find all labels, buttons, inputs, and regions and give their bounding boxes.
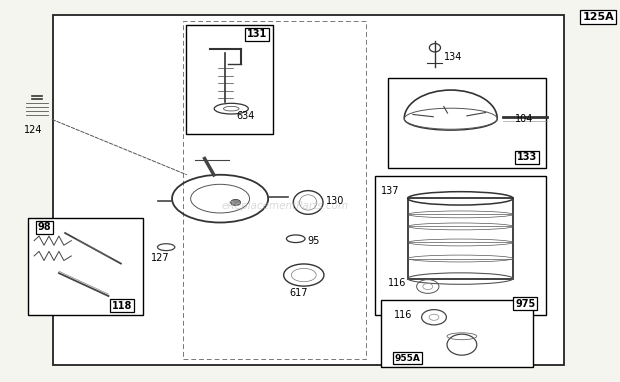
Bar bbox=[28, 218, 143, 315]
Text: 634: 634 bbox=[236, 111, 255, 121]
Text: 137: 137 bbox=[381, 186, 400, 196]
Text: 617: 617 bbox=[290, 288, 308, 298]
Text: 118: 118 bbox=[112, 301, 132, 311]
Bar bbox=[186, 25, 273, 134]
Text: 95: 95 bbox=[307, 236, 319, 246]
Bar bbox=[388, 78, 546, 168]
Bar bbox=[375, 176, 546, 315]
Text: 125A: 125A bbox=[582, 12, 614, 22]
Text: 131: 131 bbox=[247, 29, 267, 39]
Bar bbox=[53, 15, 564, 365]
Text: 955A: 955A bbox=[394, 354, 420, 363]
Text: 975: 975 bbox=[515, 299, 535, 309]
Text: 116: 116 bbox=[388, 278, 406, 288]
Text: 133: 133 bbox=[517, 152, 537, 162]
Text: eReplacementParts.com: eReplacementParts.com bbox=[221, 201, 349, 211]
Text: 124: 124 bbox=[24, 125, 42, 135]
Text: 104: 104 bbox=[515, 114, 533, 124]
Text: 98: 98 bbox=[38, 222, 51, 232]
Text: 127: 127 bbox=[151, 253, 169, 263]
Text: 134: 134 bbox=[444, 52, 463, 62]
Bar bbox=[183, 21, 366, 359]
Text: 116: 116 bbox=[394, 309, 412, 320]
Bar bbox=[381, 300, 533, 367]
Bar bbox=[408, 198, 513, 278]
Circle shape bbox=[231, 199, 241, 206]
Text: 130: 130 bbox=[326, 196, 344, 206]
